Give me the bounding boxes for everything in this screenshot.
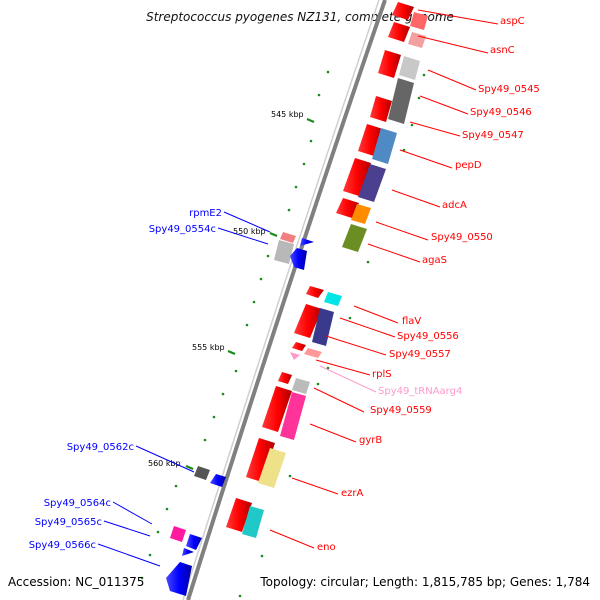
gene-arrow-ezrA[interactable] bbox=[246, 438, 275, 482]
gene-arrow-0554c[interactable] bbox=[290, 248, 307, 270]
gene-arrow-0556[interactable] bbox=[294, 304, 322, 338]
scale-label-555: 555 kbp bbox=[192, 343, 225, 352]
gene-arrow-adcA[interactable] bbox=[336, 198, 359, 218]
genome-summary: Topology: circular; Length: 1,815,785 bp… bbox=[260, 575, 590, 589]
plus-labels: aspC asnC Spy49_0545 Spy49_0546 Spy49_05… bbox=[317, 16, 540, 553]
gene-arrow-asnC[interactable] bbox=[388, 22, 410, 42]
label-ezrA[interactable]: ezrA bbox=[341, 488, 364, 499]
plus-label-lines bbox=[269, 9, 499, 549]
major-ticks bbox=[185, 117, 315, 471]
gene-arrow-gyrB[interactable] bbox=[262, 386, 292, 432]
gene-arrow-0545[interactable] bbox=[378, 50, 401, 78]
chromosome-backbone bbox=[186, 0, 387, 600]
label-0547[interactable]: Spy49_0547 bbox=[462, 130, 524, 141]
label-0550[interactable]: Spy49_0550 bbox=[431, 232, 493, 243]
label-0565c[interactable]: Spy49_0565c bbox=[35, 517, 102, 528]
gene-arrow-0566c[interactable] bbox=[166, 562, 192, 596]
plus-strand-genes bbox=[226, 2, 414, 532]
gene-arrow-0562c[interactable] bbox=[210, 474, 226, 487]
label-0562c[interactable]: Spy49_0562c bbox=[67, 442, 134, 453]
minus-labels: rpmE2 Spy49_0554c Spy49_0562c Spy49_0564… bbox=[29, 208, 222, 551]
gene-arrow-eno[interactable] bbox=[226, 498, 252, 532]
gene-arrow-0559[interactable] bbox=[278, 372, 292, 384]
label-0564c[interactable]: Spy49_0564c bbox=[44, 498, 111, 509]
gene-arrow-aspC[interactable] bbox=[392, 2, 414, 20]
accession-label: Accession: NC_011375 bbox=[8, 575, 145, 589]
label-pepD[interactable]: pepD bbox=[455, 160, 482, 171]
minus-strand-features bbox=[166, 232, 314, 596]
gene-arrow-0557[interactable] bbox=[292, 342, 306, 351]
gene-arrow-0547[interactable] bbox=[358, 124, 383, 156]
plus-strand-features bbox=[242, 12, 428, 538]
gene-arrow-rpmE2[interactable] bbox=[300, 238, 314, 246]
label-0545[interactable]: Spy49_0545 bbox=[478, 84, 540, 95]
gene-arrow-pepD[interactable] bbox=[343, 158, 371, 196]
label-0559[interactable]: Spy49_0559 bbox=[370, 405, 432, 416]
label-rpmE2[interactable]: rpmE2 bbox=[189, 208, 222, 219]
gene-arrow-flaV[interactable] bbox=[306, 286, 324, 298]
gene-arrow-0546[interactable] bbox=[370, 96, 392, 122]
label-asnC[interactable]: asnC bbox=[490, 45, 515, 56]
label-eno[interactable]: eno bbox=[317, 542, 336, 553]
label-adcA[interactable]: adcA bbox=[442, 200, 467, 211]
chromosome-backbone-highlight bbox=[182, 0, 380, 600]
trna-label-line bbox=[319, 365, 377, 393]
gene-arrow-0565c[interactable] bbox=[182, 548, 194, 556]
label-flaV[interactable]: flaV bbox=[402, 316, 421, 327]
label-0557[interactable]: Spy49_0557 bbox=[389, 349, 451, 360]
label-rplS[interactable]: rplS bbox=[372, 369, 392, 380]
label-0556[interactable]: Spy49_0556 bbox=[397, 331, 459, 342]
gene-arrow-trnaarg4[interactable] bbox=[290, 352, 300, 360]
label-0554c[interactable]: Spy49_0554c bbox=[149, 224, 216, 235]
label-0566c[interactable]: Spy49_0566c bbox=[29, 540, 96, 551]
label-gyrB[interactable]: gyrB bbox=[359, 435, 382, 446]
label-trnaarg4[interactable]: Spy49_tRNAarg4 bbox=[378, 386, 462, 397]
label-0546[interactable]: Spy49_0546 bbox=[470, 107, 532, 118]
scale-label-560: 560 kbp bbox=[148, 459, 181, 468]
scale-label-545: 545 kbp bbox=[271, 110, 304, 119]
scale-label-550: 550 kbp bbox=[233, 227, 266, 236]
gene-arrow-0564c[interactable] bbox=[186, 534, 202, 550]
minor-ticks bbox=[140, 70, 426, 598]
label-agaS[interactable]: agaS bbox=[422, 255, 447, 266]
label-aspC[interactable]: aspC bbox=[500, 16, 525, 27]
minus-label-lines bbox=[97, 211, 271, 567]
